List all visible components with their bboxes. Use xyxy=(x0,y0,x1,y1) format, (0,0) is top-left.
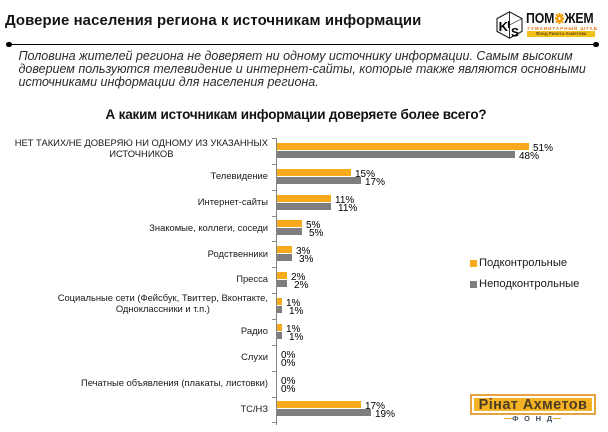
svg-text:S: S xyxy=(511,26,519,40)
svg-text:I: I xyxy=(507,20,510,31)
svg-text:K: K xyxy=(499,19,509,34)
